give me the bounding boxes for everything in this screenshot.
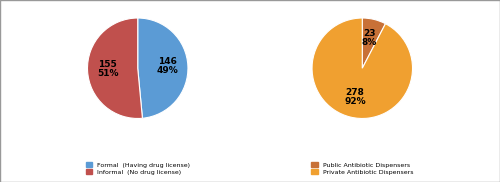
Wedge shape: [362, 18, 386, 68]
Text: 155: 155: [98, 60, 117, 69]
Text: 49%: 49%: [157, 66, 178, 75]
Text: 51%: 51%: [97, 69, 118, 78]
Text: 23: 23: [363, 29, 376, 38]
Wedge shape: [312, 18, 412, 118]
Legend: Public Antibiotic Dispensers, Private Antibiotic Dispensers: Public Antibiotic Dispensers, Private An…: [311, 162, 414, 176]
Legend: Formal  (Having drug license), Informal  (No drug license): Formal (Having drug license), Informal (…: [85, 162, 190, 176]
Wedge shape: [138, 18, 188, 118]
Text: 92%: 92%: [344, 97, 366, 106]
Wedge shape: [88, 18, 142, 118]
Text: 146: 146: [158, 57, 178, 66]
Text: 278: 278: [346, 88, 364, 97]
Text: 8%: 8%: [362, 39, 377, 48]
